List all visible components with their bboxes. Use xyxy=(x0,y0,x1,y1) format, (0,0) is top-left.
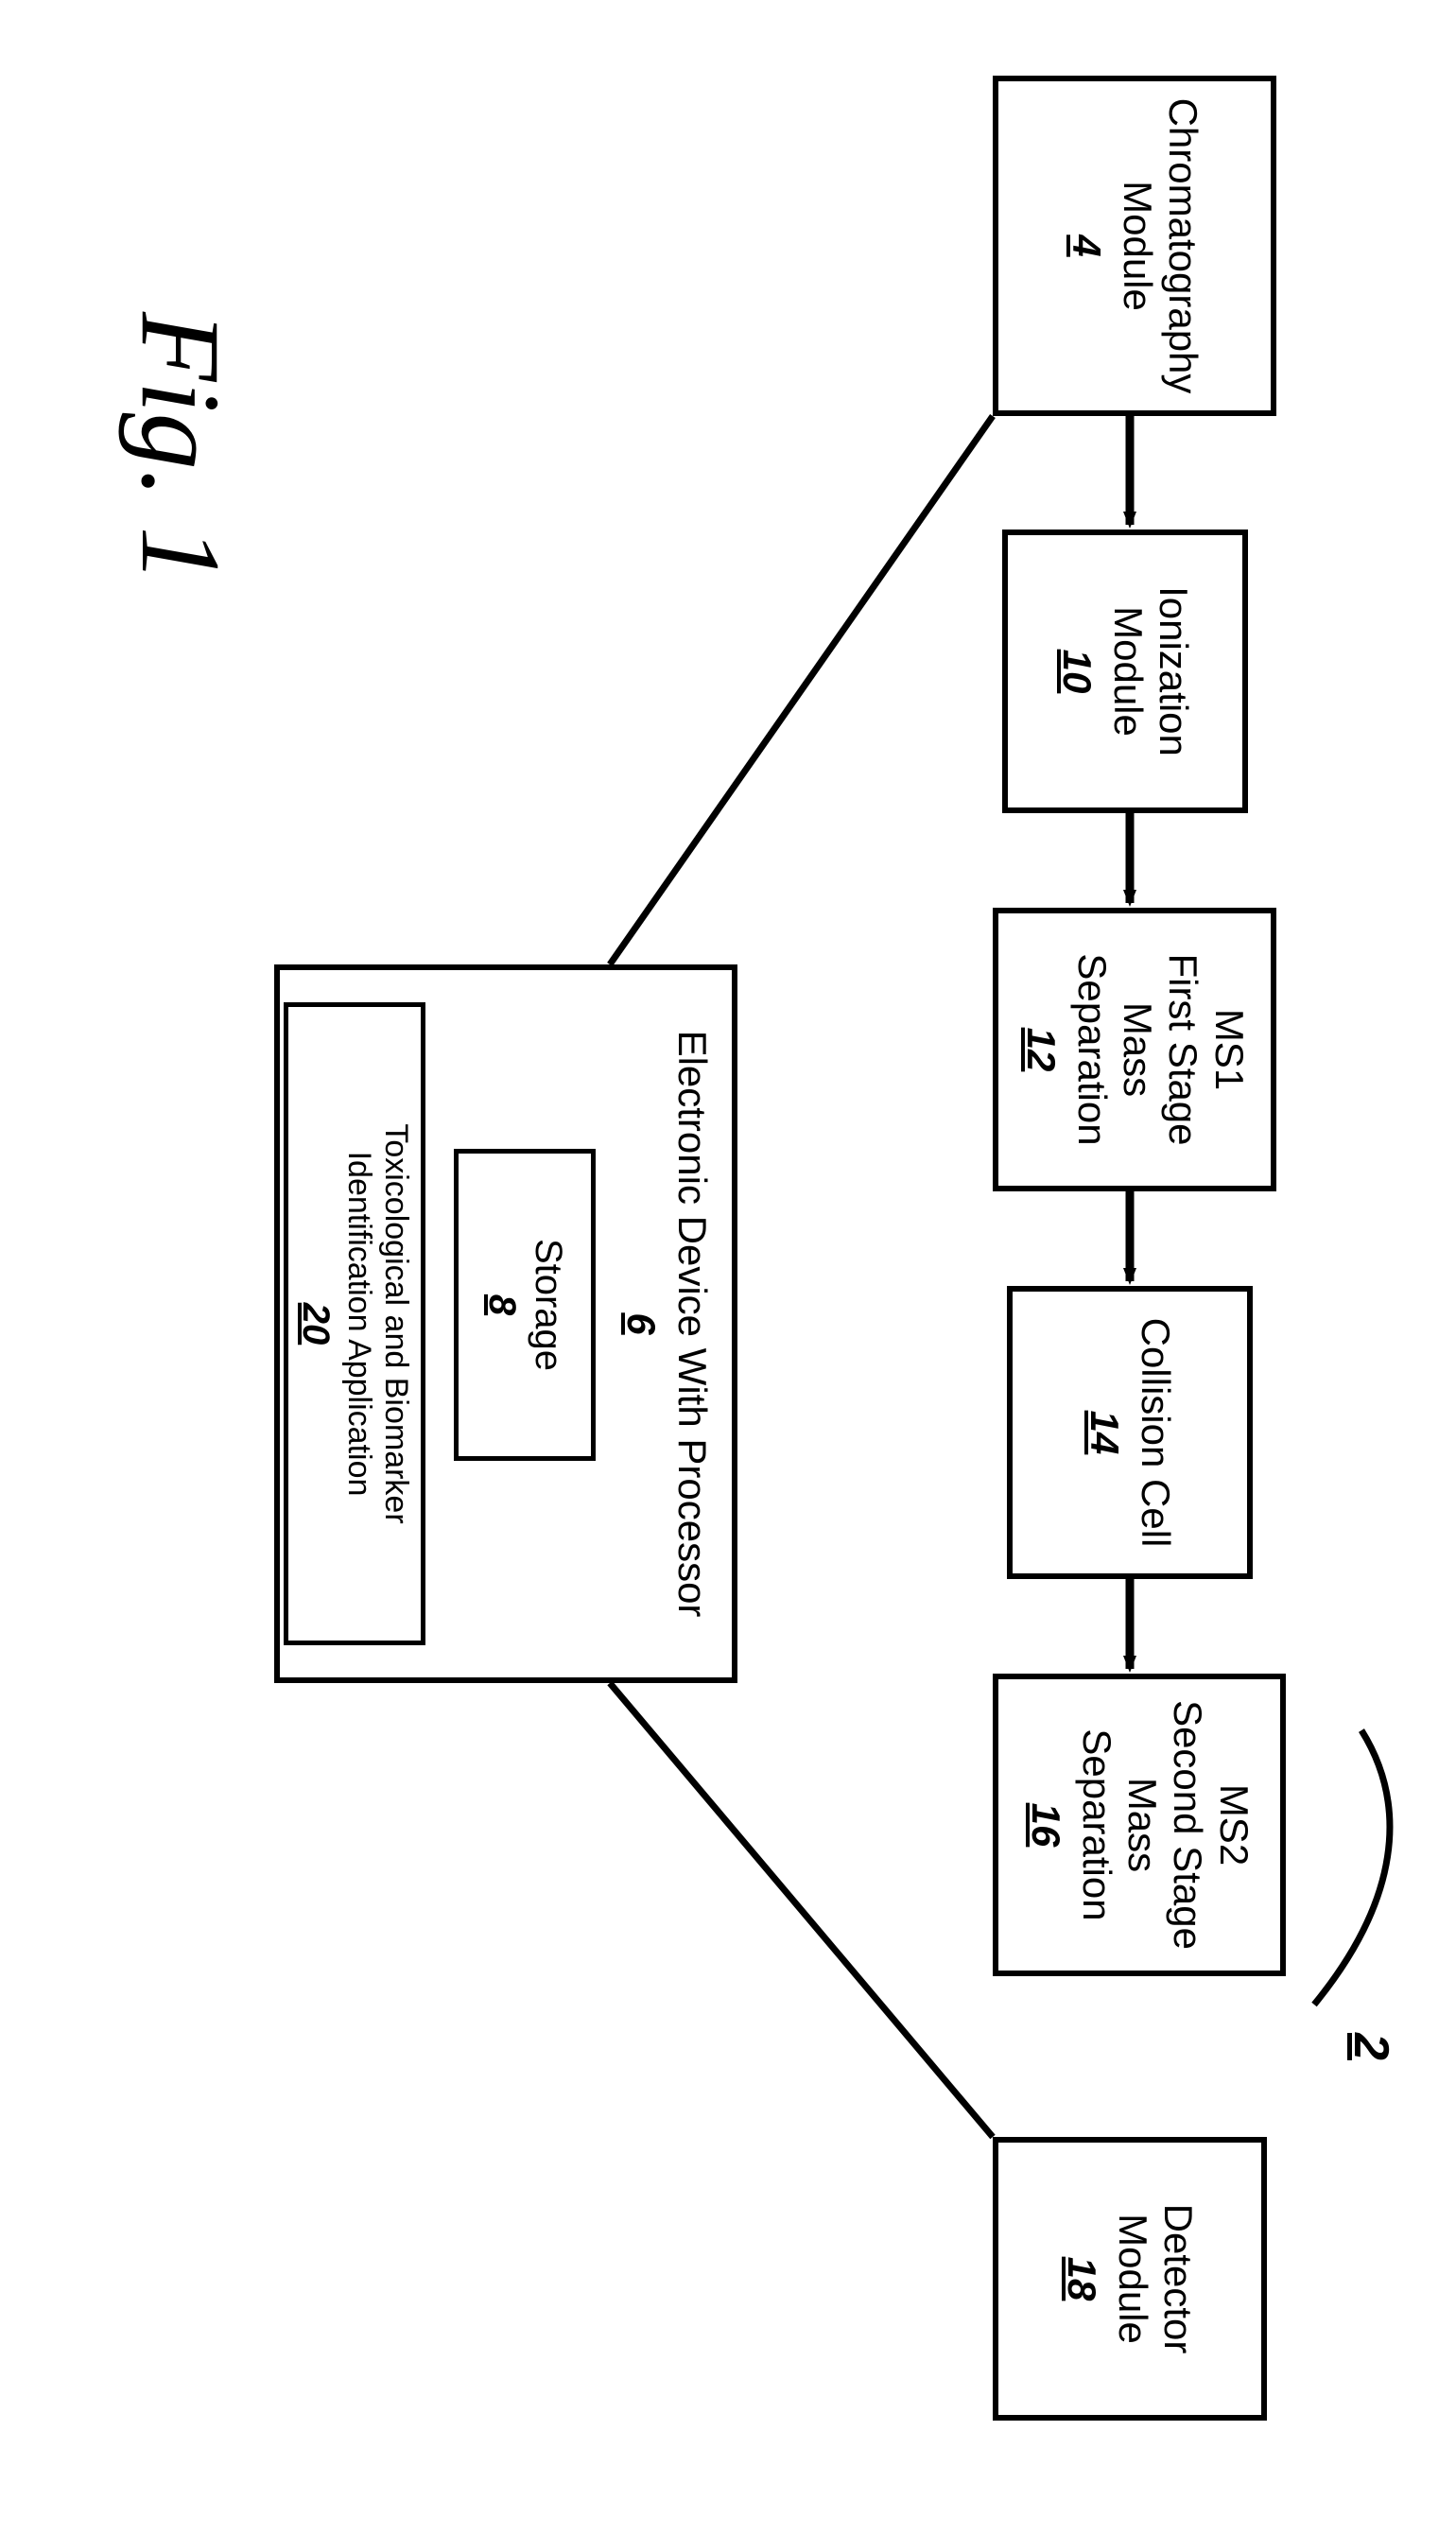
node-number: 4 xyxy=(1064,234,1109,256)
node-ms1: MS1First StageMassSeparation 12 xyxy=(993,908,1276,1191)
reference-number: 2 xyxy=(1343,2033,1399,2060)
node-ms2: MS2Second StageMassSeparation 16 xyxy=(993,1674,1286,1976)
node-number: 16 xyxy=(1022,1803,1067,1848)
node-number: 14 xyxy=(1082,1411,1127,1455)
diagram-canvas: ChromatographyModule 4 IonizationModule … xyxy=(0,0,1456,1456)
inner-number: 8 xyxy=(480,1294,523,1315)
node-chromatography: ChromatographyModule 4 xyxy=(993,76,1276,416)
node-label: MS1First StageMassSeparation xyxy=(1069,953,1252,1145)
node-label: ChromatographyModule xyxy=(1115,98,1206,394)
node-label: DetectorModule xyxy=(1110,2204,1202,2354)
node-ionization: IonizationModule 10 xyxy=(1002,530,1248,813)
inner-application: Toxicological and BiomarkerIdentificatio… xyxy=(284,1002,425,1645)
figure-caption: Fig. 1 xyxy=(115,312,246,583)
node-label: Collision Cell xyxy=(1133,1318,1178,1548)
inner-storage: Storage 8 xyxy=(454,1149,596,1461)
inner-label: Toxicological and BiomarkerIdentificatio… xyxy=(341,1123,415,1523)
node-number: 10 xyxy=(1054,650,1100,694)
node-number: 12 xyxy=(1017,1028,1063,1072)
node-collision: Collision Cell 14 xyxy=(1007,1286,1253,1579)
inner-label: Storage xyxy=(527,1239,569,1371)
node-number: 18 xyxy=(1059,2257,1104,2301)
node-label: MS2Second StageMassSeparation xyxy=(1074,1700,1257,1950)
node-label: IonizationModule xyxy=(1105,586,1197,756)
node-label: Electronic Device With Processor xyxy=(669,1031,715,1618)
node-number: 6 xyxy=(617,1312,663,1334)
node-detector: DetectorModule 18 xyxy=(993,2137,1267,2421)
inner-number: 20 xyxy=(295,1303,338,1346)
